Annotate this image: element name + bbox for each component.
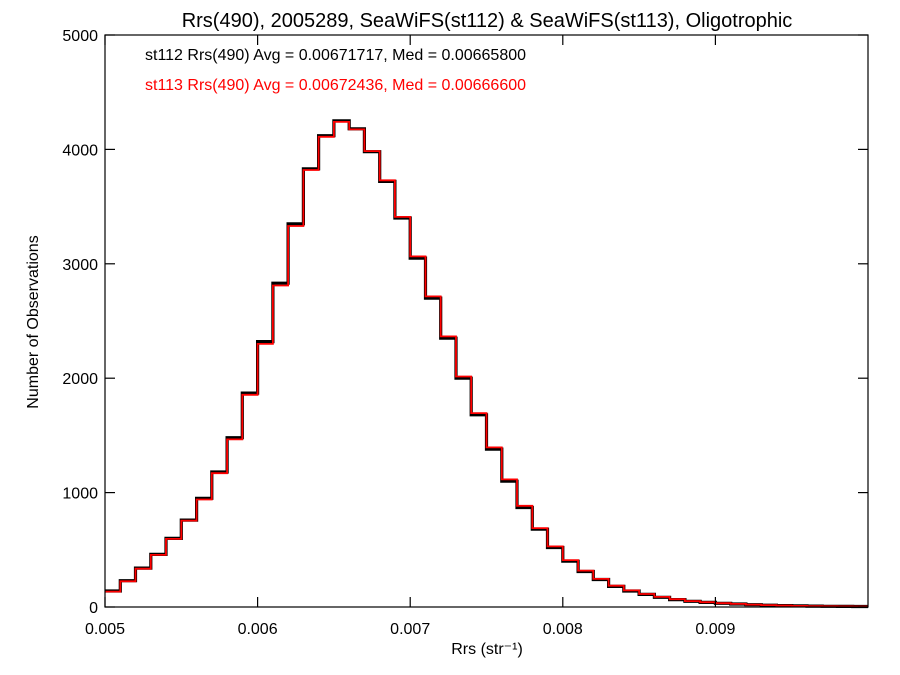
annotation-st112-stats: st112 Rrs(490) Avg = 0.00671717, Med = 0… bbox=[145, 47, 526, 64]
plot-area bbox=[105, 119, 868, 609]
y-tick-label: 2000 bbox=[62, 371, 98, 388]
y-axis-ticks: 0 1000 2000 3000 4000 5000 bbox=[62, 28, 868, 617]
plot-frame bbox=[104, 34, 869, 608]
x-tick-label: 0.006 bbox=[238, 621, 278, 638]
y-axis-label: Number of Observations bbox=[25, 235, 42, 408]
x-axis-label: Rrs (str⁻¹) bbox=[451, 641, 523, 658]
x-tick-label: 0.007 bbox=[390, 621, 430, 638]
series-st113-histogram bbox=[105, 121, 868, 608]
x-tick-label: 0.009 bbox=[695, 621, 735, 638]
y-tick-label: 0 bbox=[89, 600, 98, 617]
y-tick-label: 3000 bbox=[62, 257, 98, 274]
y-tick-label: 5000 bbox=[62, 28, 98, 45]
x-tick-label: 0.005 bbox=[85, 621, 125, 638]
y-tick-label: 4000 bbox=[62, 142, 98, 159]
annotation-st113-stats: st113 Rrs(490) Avg = 0.00672436, Med = 0… bbox=[145, 77, 526, 94]
x-axis-ticks: 0.005 0.006 0.007 0.008 0.009 bbox=[85, 35, 736, 638]
x-tick-label: 0.008 bbox=[543, 621, 583, 638]
series-st112-histogram bbox=[105, 119, 868, 609]
y-tick-label: 1000 bbox=[62, 486, 98, 503]
chart-title: Rrs(490), 2005289, SeaWiFS(st112) & SeaW… bbox=[182, 10, 793, 32]
